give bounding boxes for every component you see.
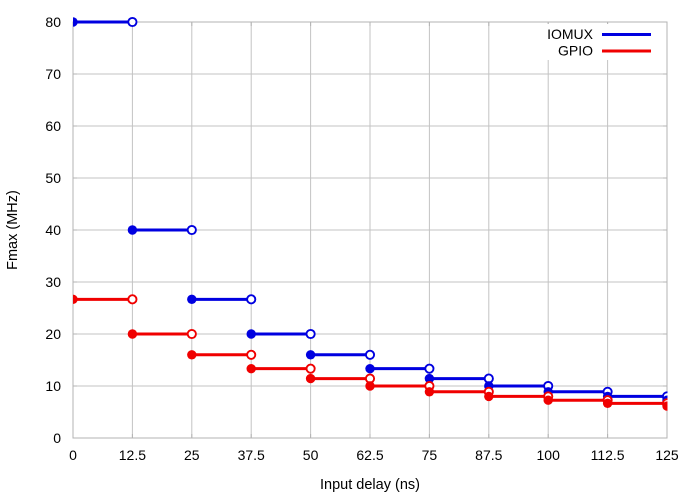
y-axis-tick-label: 80 [45, 14, 61, 30]
step-end-marker [364, 349, 376, 360]
y-axis-tick-label: 20 [45, 326, 61, 342]
y-axis-title: Fmax (MHz) [5, 190, 21, 270]
step-end-marker [127, 16, 138, 28]
step-start-marker [543, 395, 553, 405]
y-axis-tick-label: 10 [45, 378, 61, 394]
step-start-marker [305, 350, 316, 360]
step-start-marker [365, 381, 375, 391]
x-axis-tick-label: 100 [537, 447, 561, 463]
x-axis-tick-label: 75 [422, 447, 438, 463]
step-start-marker [73, 17, 78, 27]
y-axis-tick-label: 70 [45, 66, 61, 82]
step-end-marker [186, 328, 197, 340]
x-axis-tick-label: 37.5 [238, 447, 265, 463]
step-start-marker [246, 363, 256, 374]
step-start-marker [305, 373, 316, 384]
x-axis-title: Input delay (ns) [320, 477, 420, 493]
step-start-marker [246, 329, 256, 339]
y-axis-tick-label: 60 [45, 118, 61, 134]
y-axis-tick-label: 40 [45, 222, 61, 238]
step-start-marker [73, 294, 78, 305]
x-axis-tick-label: 87.5 [475, 447, 502, 463]
step-start-marker [187, 294, 197, 305]
y-axis-tick-label: 0 [53, 430, 61, 446]
x-axis-tick-label: 0 [69, 447, 77, 463]
step-end-marker [246, 294, 257, 305]
step-end-marker [305, 363, 316, 374]
y-axis-tick-label: 30 [45, 274, 61, 290]
x-axis-tick-label: 50 [303, 447, 319, 463]
step-end-marker [305, 328, 316, 340]
x-axis-tick-label: 125 [655, 447, 679, 463]
step-start-marker [602, 398, 613, 409]
x-axis-tick-label: 25 [184, 447, 200, 463]
data-series-layer [73, 16, 668, 411]
x-axis-tick-label: 12.5 [119, 447, 146, 463]
x-axis-tick-label: 112.5 [591, 447, 625, 463]
step-start-marker [484, 391, 494, 402]
step-start-marker [187, 350, 197, 360]
y-axis-tick-labels: 0 10 20 30 40 50 60 70 80 [45, 14, 61, 446]
step-start-marker [424, 387, 435, 397]
legend-label-gpio: GPIO [558, 43, 593, 59]
x-axis-tick-label: 62.5 [356, 447, 383, 463]
legend: IOMUX GPIO [524, 24, 661, 60]
step-start-marker [127, 329, 138, 339]
plot-border [72, 21, 668, 439]
step-start-marker [365, 363, 375, 374]
y-axis-tick-label: 50 [45, 170, 61, 186]
step-end-marker [424, 363, 435, 374]
x-axis-tick-labels: 0 12.5 25 37.5 50 62.5 75 87.5 100 112.5 125 [69, 447, 679, 463]
step-end-marker [246, 349, 257, 360]
step-end-marker [186, 224, 197, 236]
step-start-marker [127, 225, 138, 235]
step-end-marker [127, 294, 138, 305]
step-start-marker-clipped [662, 401, 668, 411]
step-start-marker [424, 373, 435, 384]
legend-label-iomux: IOMUX [547, 26, 594, 42]
series-gpio [73, 294, 668, 411]
legend-background [524, 24, 661, 60]
